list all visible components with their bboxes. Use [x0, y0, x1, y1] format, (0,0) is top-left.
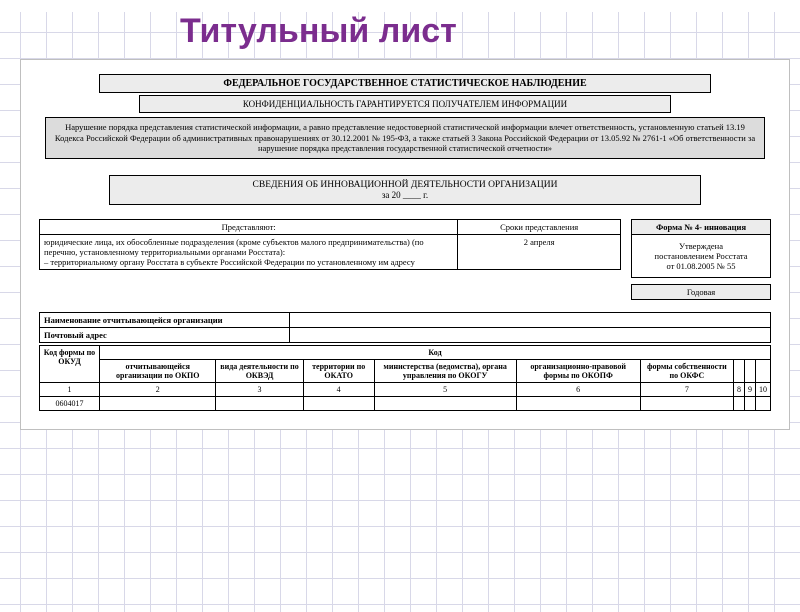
form-number-title: Форма № 4- инновация — [631, 219, 771, 235]
submission-table: Представляют: Сроки представления юридич… — [39, 219, 621, 271]
form-approved: Утверждена постановлением Росстата от 01… — [631, 235, 771, 278]
org-addr-value — [290, 327, 771, 342]
submission-deadline: 2 апреля — [458, 234, 621, 270]
code-val-8 — [733, 396, 744, 410]
submission-col2-header: Сроки представления — [458, 219, 621, 234]
code-col-9 — [755, 359, 770, 382]
org-name-label: Наименование отчитывающейся организации — [40, 312, 290, 327]
info-line-2: за 20 ____ г. — [114, 190, 696, 200]
code-col-1: отчитывающейся организации по ОКПО — [100, 359, 216, 382]
code-val-10 — [755, 396, 770, 410]
code-col-7 — [733, 359, 744, 382]
code-group-label: Код — [100, 345, 771, 359]
org-addr-label: Почтовый адрес — [40, 327, 290, 342]
code-col-3: территории по ОКАТО — [303, 359, 374, 382]
code-val-2 — [100, 396, 216, 410]
info-line-1: СВЕДЕНИЯ ОБ ИННОВАЦИОННОЙ ДЕЯТЕЛЬНОСТИ О… — [114, 180, 696, 190]
code-num-7: 7 — [640, 382, 733, 396]
code-val-6 — [516, 396, 640, 410]
code-num-1: 1 — [40, 382, 100, 396]
form-frame: ФЕДЕРАЛЬНОЕ ГОСУДАРСТВЕННОЕ СТАТИСТИЧЕСК… — [20, 59, 790, 430]
submission-col1-header: Представляют: — [40, 219, 458, 234]
code-col-4: министерства (ведомства), органа управле… — [374, 359, 516, 382]
form-number-block: Форма № 4- инновация Утверждена постанов… — [631, 219, 771, 300]
org-name-value — [290, 312, 771, 327]
code-table: Код формы по ОКУД Код отчитывающейся орг… — [39, 345, 771, 411]
legal-text: Нарушение порядка представления статисти… — [45, 117, 765, 159]
code-val-4 — [303, 396, 374, 410]
code-col-8 — [744, 359, 755, 382]
code-num-5: 5 — [374, 382, 516, 396]
code-col-2: вида деятельности по ОКВЭД — [216, 359, 303, 382]
code-val-okud: 0604017 — [40, 396, 100, 410]
code-num-8: 8 — [733, 382, 744, 396]
header-line-1: ФЕДЕРАЛЬНОЕ ГОСУДАРСТВЕННОЕ СТАТИСТИЧЕСК… — [99, 74, 711, 93]
code-col-5: организационно-правовой формы по ОКОПФ — [516, 359, 640, 382]
info-box: СВЕДЕНИЯ ОБ ИННОВАЦИОННОЙ ДЕЯТЕЛЬНОСТИ О… — [109, 175, 701, 205]
code-num-6: 6 — [516, 382, 640, 396]
code-num-3: 3 — [216, 382, 303, 396]
code-okud-label: Код формы по ОКУД — [40, 345, 100, 382]
code-val-3 — [216, 396, 303, 410]
page-title: Титульный лист — [180, 12, 800, 51]
mid-row: Представляют: Сроки представления юридич… — [39, 219, 771, 300]
code-val-9 — [744, 396, 755, 410]
code-val-7 — [640, 396, 733, 410]
submission-who: юридические лица, их обособленные подраз… — [40, 234, 458, 270]
code-col-6: формы собственности по ОКФС — [640, 359, 733, 382]
header-line-2: КОНФИДЕНЦИАЛЬНОСТЬ ГАРАНТИРУЕТСЯ ПОЛУЧАТ… — [139, 95, 671, 113]
org-table: Наименование отчитывающейся организации … — [39, 312, 771, 343]
code-val-5 — [374, 396, 516, 410]
form-period: Годовая — [631, 284, 771, 300]
code-num-2: 2 — [100, 382, 216, 396]
code-num-9: 9 — [744, 382, 755, 396]
submission-block: Представляют: Сроки представления юридич… — [39, 219, 621, 300]
code-num-4: 4 — [303, 382, 374, 396]
code-num-10: 10 — [755, 382, 770, 396]
